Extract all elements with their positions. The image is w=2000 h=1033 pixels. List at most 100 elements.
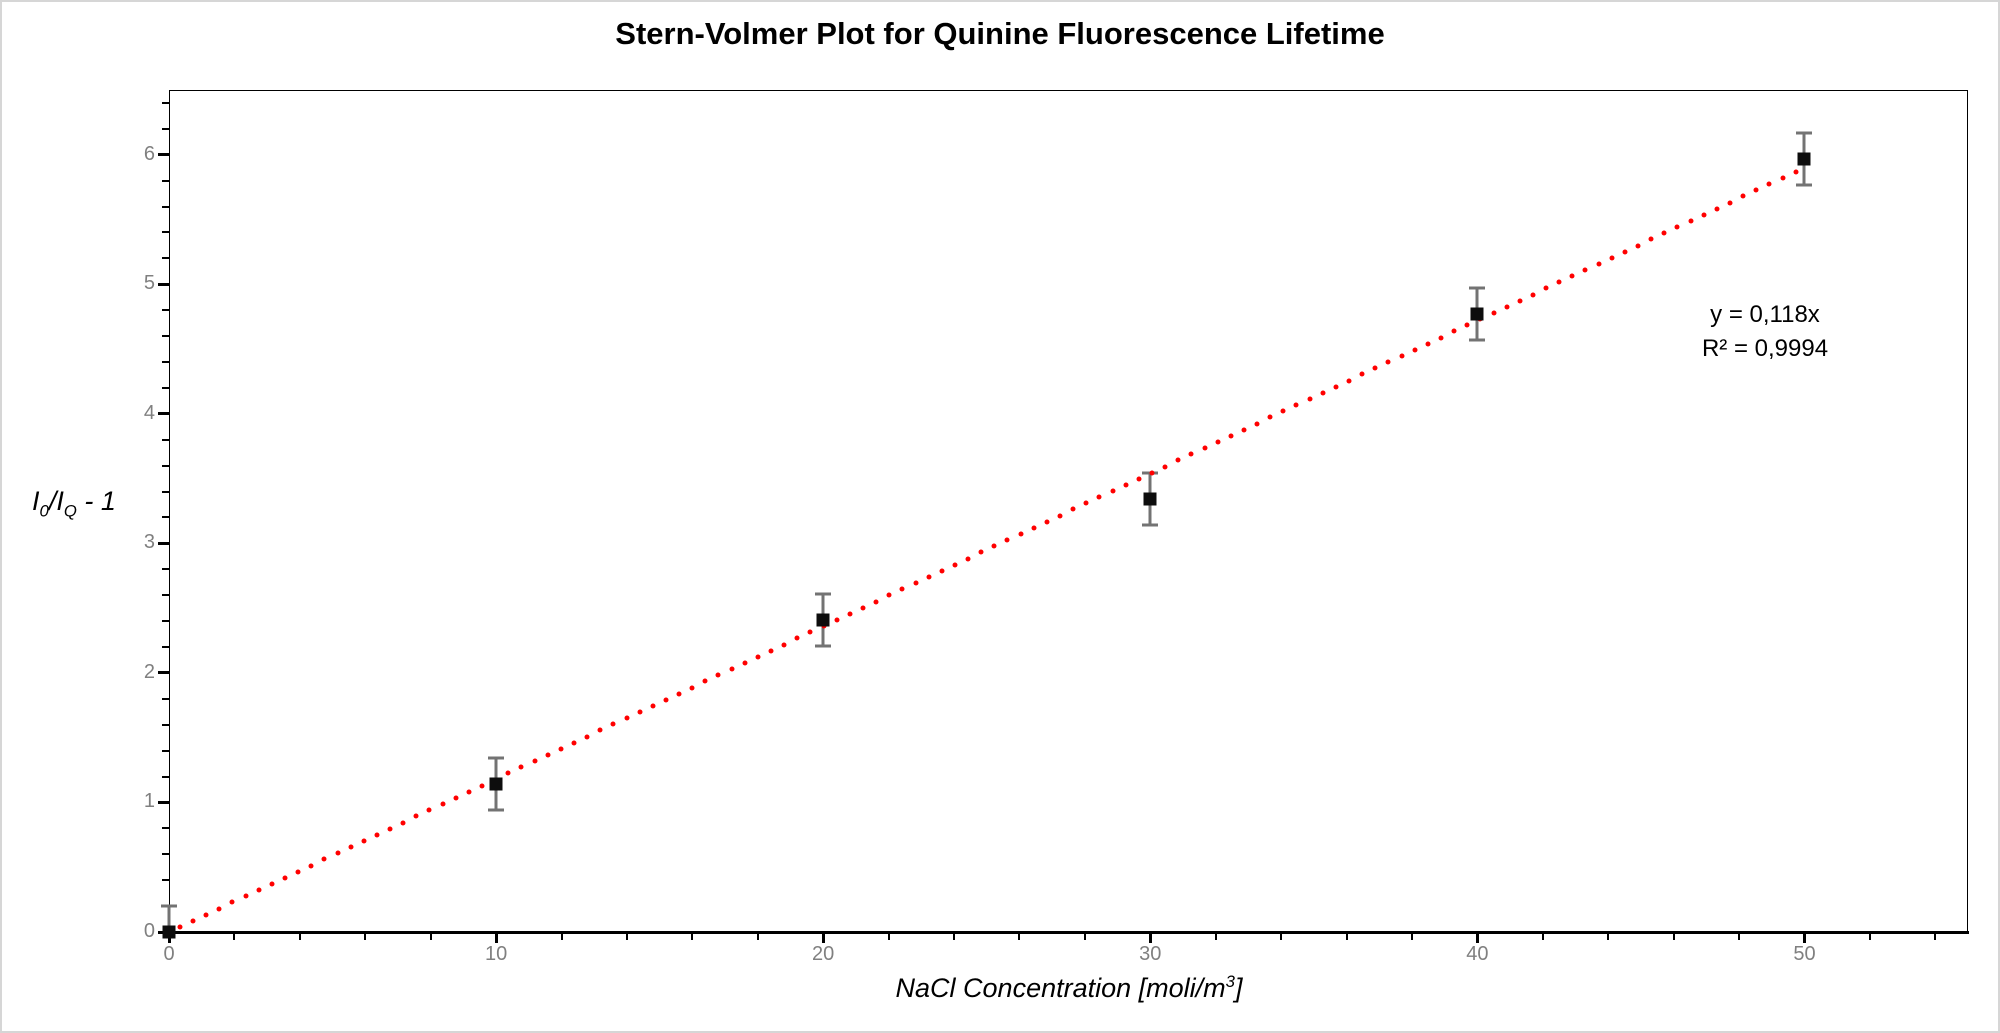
trendline-dot	[1215, 439, 1221, 445]
trendline-dot	[1701, 212, 1707, 218]
trendline-dot	[1162, 464, 1168, 469]
trendline-dot	[400, 820, 406, 826]
y-minor-tick	[162, 620, 169, 623]
y-minor-tick	[162, 749, 169, 752]
y-minor-tick	[162, 335, 169, 338]
y-minor-tick	[162, 101, 169, 104]
trendline-dot	[1438, 335, 1444, 341]
trendline-dot	[177, 924, 183, 930]
trendline-dot	[1280, 408, 1286, 414]
y-minor-tick	[162, 594, 169, 597]
y-axis-title-sub0: 0	[39, 501, 49, 521]
trendline-dot	[755, 654, 761, 660]
trendline-dot	[1635, 243, 1641, 248]
trendline-dot	[834, 617, 840, 623]
x-tick-label: 0	[163, 943, 175, 965]
y-minor-tick	[162, 438, 169, 441]
data-point-marker	[1470, 307, 1484, 321]
y-minor-tick	[162, 464, 169, 467]
x-axis-title-suffix: ]	[1234, 973, 1243, 1003]
trendline-dot	[1044, 519, 1050, 525]
y-axis-title-tail: - 1	[76, 486, 116, 516]
y-minor-tick	[162, 879, 169, 882]
trendline-dot	[624, 715, 629, 721]
data-point-marker	[1797, 152, 1811, 166]
trendline-dot	[781, 642, 787, 648]
trendline-dot	[387, 826, 393, 832]
trendline-dot	[440, 801, 446, 807]
x-tick-label: 10	[484, 943, 508, 965]
x-tick-label: 20	[812, 943, 835, 965]
trendline-dot	[453, 795, 459, 801]
trendline-dot	[1346, 378, 1352, 384]
y-minor-tick	[162, 127, 169, 130]
y-axis-title-subq: Q	[63, 501, 77, 521]
x-minor-tick	[233, 933, 236, 940]
x-minor-tick	[429, 933, 432, 940]
trendline-equation-line: y = 0,118x	[1710, 301, 1820, 328]
trendline-dot	[374, 832, 380, 838]
trendline-dot	[203, 912, 209, 918]
y-minor-tick	[162, 516, 169, 519]
trendline-dot	[913, 580, 918, 586]
x-minor-tick	[1214, 933, 1217, 940]
trendline-dot	[794, 635, 800, 641]
y-major-tick	[158, 800, 169, 804]
trendline-dot	[847, 611, 853, 617]
trendline-dot	[1254, 421, 1260, 427]
error-bar-cap-bottom	[1142, 523, 1159, 527]
y-tick-label: 0	[143, 920, 155, 942]
trendline-dot	[637, 709, 643, 715]
x-minor-tick	[756, 933, 759, 940]
trendline-dot	[1609, 255, 1615, 261]
y-minor-tick	[162, 568, 169, 571]
trendline-dot	[1753, 187, 1759, 193]
x-minor-tick	[1280, 933, 1283, 940]
trendline-dot	[584, 734, 590, 740]
x-minor-tick	[1345, 933, 1348, 940]
trendline-dot	[1464, 322, 1470, 328]
trendline-dot	[1569, 273, 1575, 279]
trendline-dot	[1517, 298, 1523, 304]
trendline-dot	[610, 721, 616, 727]
x-minor-tick	[1934, 933, 1937, 940]
y-minor-tick	[162, 646, 169, 648]
trendline-dot	[282, 875, 288, 881]
x-minor-tick	[364, 933, 367, 940]
data-point-marker	[1143, 492, 1157, 506]
trendline-dot	[558, 746, 564, 752]
trendline-dot	[229, 899, 235, 905]
x-tick-label: 30	[1139, 943, 1162, 965]
trendline-dot	[1123, 482, 1129, 488]
trendline-dot	[768, 648, 774, 654]
trendline-dot	[1083, 500, 1089, 506]
x-axis-title: NaCl Concentration [moli/m3]	[896, 972, 1243, 1004]
error-bar-cap-top	[1796, 131, 1813, 135]
x-minor-tick	[887, 933, 890, 940]
trendline-dot	[1661, 230, 1667, 236]
trendline-dot	[729, 666, 735, 672]
trendline-dot	[663, 697, 669, 703]
x-minor-tick	[1410, 933, 1413, 940]
trendline-dot	[1018, 531, 1024, 537]
x-minor-tick	[1083, 933, 1086, 940]
y-tick-label: 5	[143, 272, 155, 295]
error-bar-cap-bottom	[488, 808, 505, 812]
x-minor-tick	[953, 933, 956, 940]
error-bar-cap-top	[488, 756, 505, 760]
trendline-dot	[1727, 200, 1733, 206]
trendline-dot	[190, 918, 196, 924]
trendline-dot	[1780, 175, 1785, 181]
trendline-dot	[1425, 341, 1431, 347]
error-bar-upper	[167, 906, 171, 932]
error-bar-upper	[494, 758, 498, 785]
y-minor-tick	[162, 205, 169, 208]
x-tick-label: 50	[1793, 943, 1816, 965]
trendline-dot	[650, 703, 656, 709]
trendline-dot	[545, 752, 551, 758]
trendline-dot	[321, 856, 327, 862]
trendline-dot	[899, 586, 905, 592]
trendline-dot	[269, 881, 275, 887]
trendline-dot	[926, 574, 932, 580]
